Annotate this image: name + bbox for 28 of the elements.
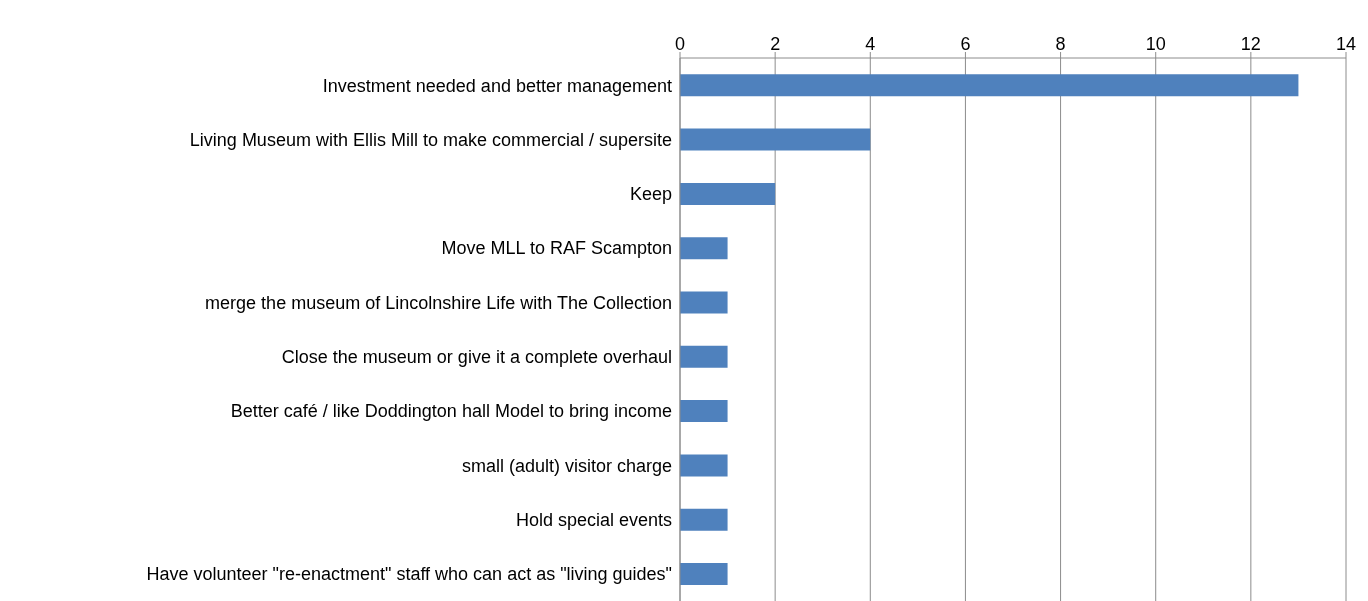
x-tick-label: 6 [960,34,971,54]
bar [680,454,728,477]
bar [680,128,871,151]
x-tick-label: 8 [1055,34,1066,54]
x-tick-label: 10 [1145,34,1166,54]
bar [680,291,728,314]
x-tick-label: 14 [1335,34,1357,54]
bar [680,74,1299,97]
y-tick-label: Close the museum or give it a complete overhaul [281,347,672,368]
y-tick-label: Better café / like Doddington hall Model to bring income [230,401,672,422]
bar [680,237,728,260]
y-tick-label: small (adult) visitor charge [461,455,672,476]
y-tick-label: Keep [629,184,672,205]
bar [680,508,728,531]
y-tick-label: Living Museum with Ellis Mill to make commercial / supersite [189,129,672,150]
bar [680,562,728,585]
y-tick-label: Have volunteer "re-enactment" staff who can act as "living guides" [146,564,672,585]
y-tick-label: Hold special events [515,509,672,530]
x-tick-label: 12 [1240,34,1261,54]
bar [680,400,728,423]
bar [680,345,728,368]
x-tick-label: 4 [865,34,876,54]
x-tick-label: 0 [674,34,686,54]
x-tick-label: 2 [770,34,781,54]
y-tick-label: merge the museum of Lincolnshire Life with The Collection [205,292,672,313]
bar [680,182,776,205]
y-tick-label: Move MLL to RAF Scampton [441,238,672,259]
y-tick-label: Investment needed and better management [322,75,672,96]
